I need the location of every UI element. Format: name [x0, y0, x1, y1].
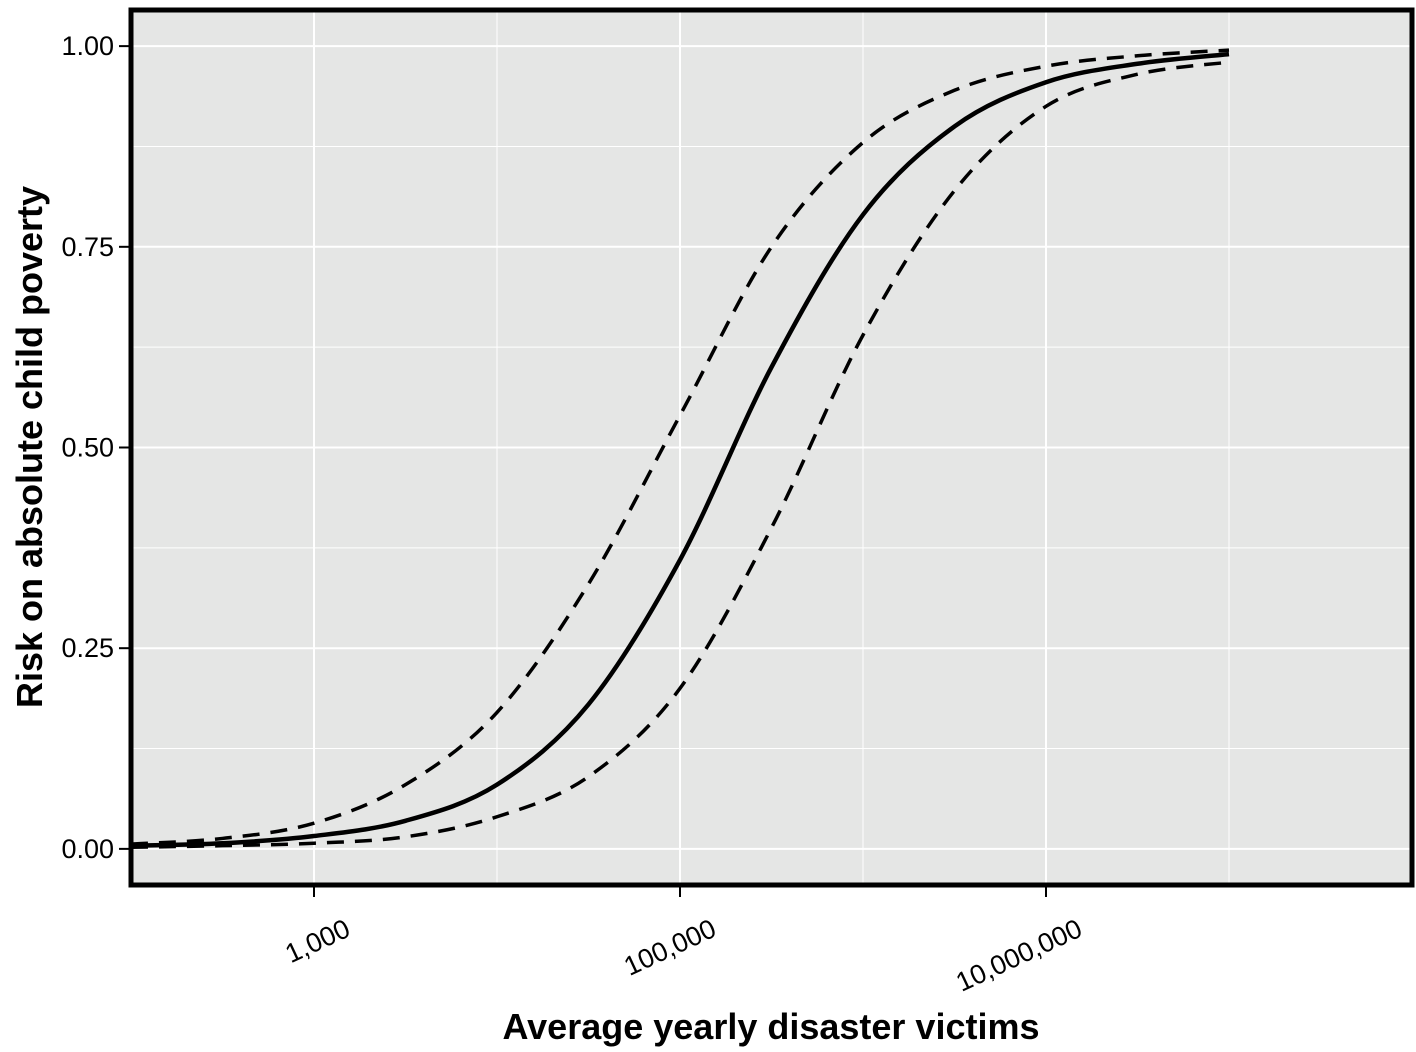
x-tick-label: 10,000,000	[951, 913, 1086, 997]
y-tick-label: 0.00	[61, 834, 114, 864]
x-axis-title: Average yearly disaster victims	[503, 1006, 1040, 1047]
y-tick-label: 0.75	[61, 232, 114, 262]
y-tick-label: 0.25	[61, 633, 114, 663]
y-axis: 0.00 0.25 0.50 0.75 1.00	[61, 31, 129, 864]
y-tick-label: 0.50	[61, 433, 114, 463]
x-tick-label: 100,000	[619, 913, 720, 981]
series-line-ci-1	[130, 48, 1230, 846]
y-tick-label: 1.00	[61, 31, 114, 61]
y-axis-title: Risk on absolute child poverty	[9, 186, 50, 708]
plot-border	[128, 7, 1415, 888]
x-tick-label: 1,000	[281, 913, 355, 969]
major-gridlines	[131, 10, 1412, 885]
series-line-ci-2	[130, 60, 1230, 850]
series-layer	[130, 48, 1230, 850]
x-axis: 1,000 100,000 10,000,000	[281, 887, 1087, 998]
series-line-estimate	[130, 51, 1230, 848]
